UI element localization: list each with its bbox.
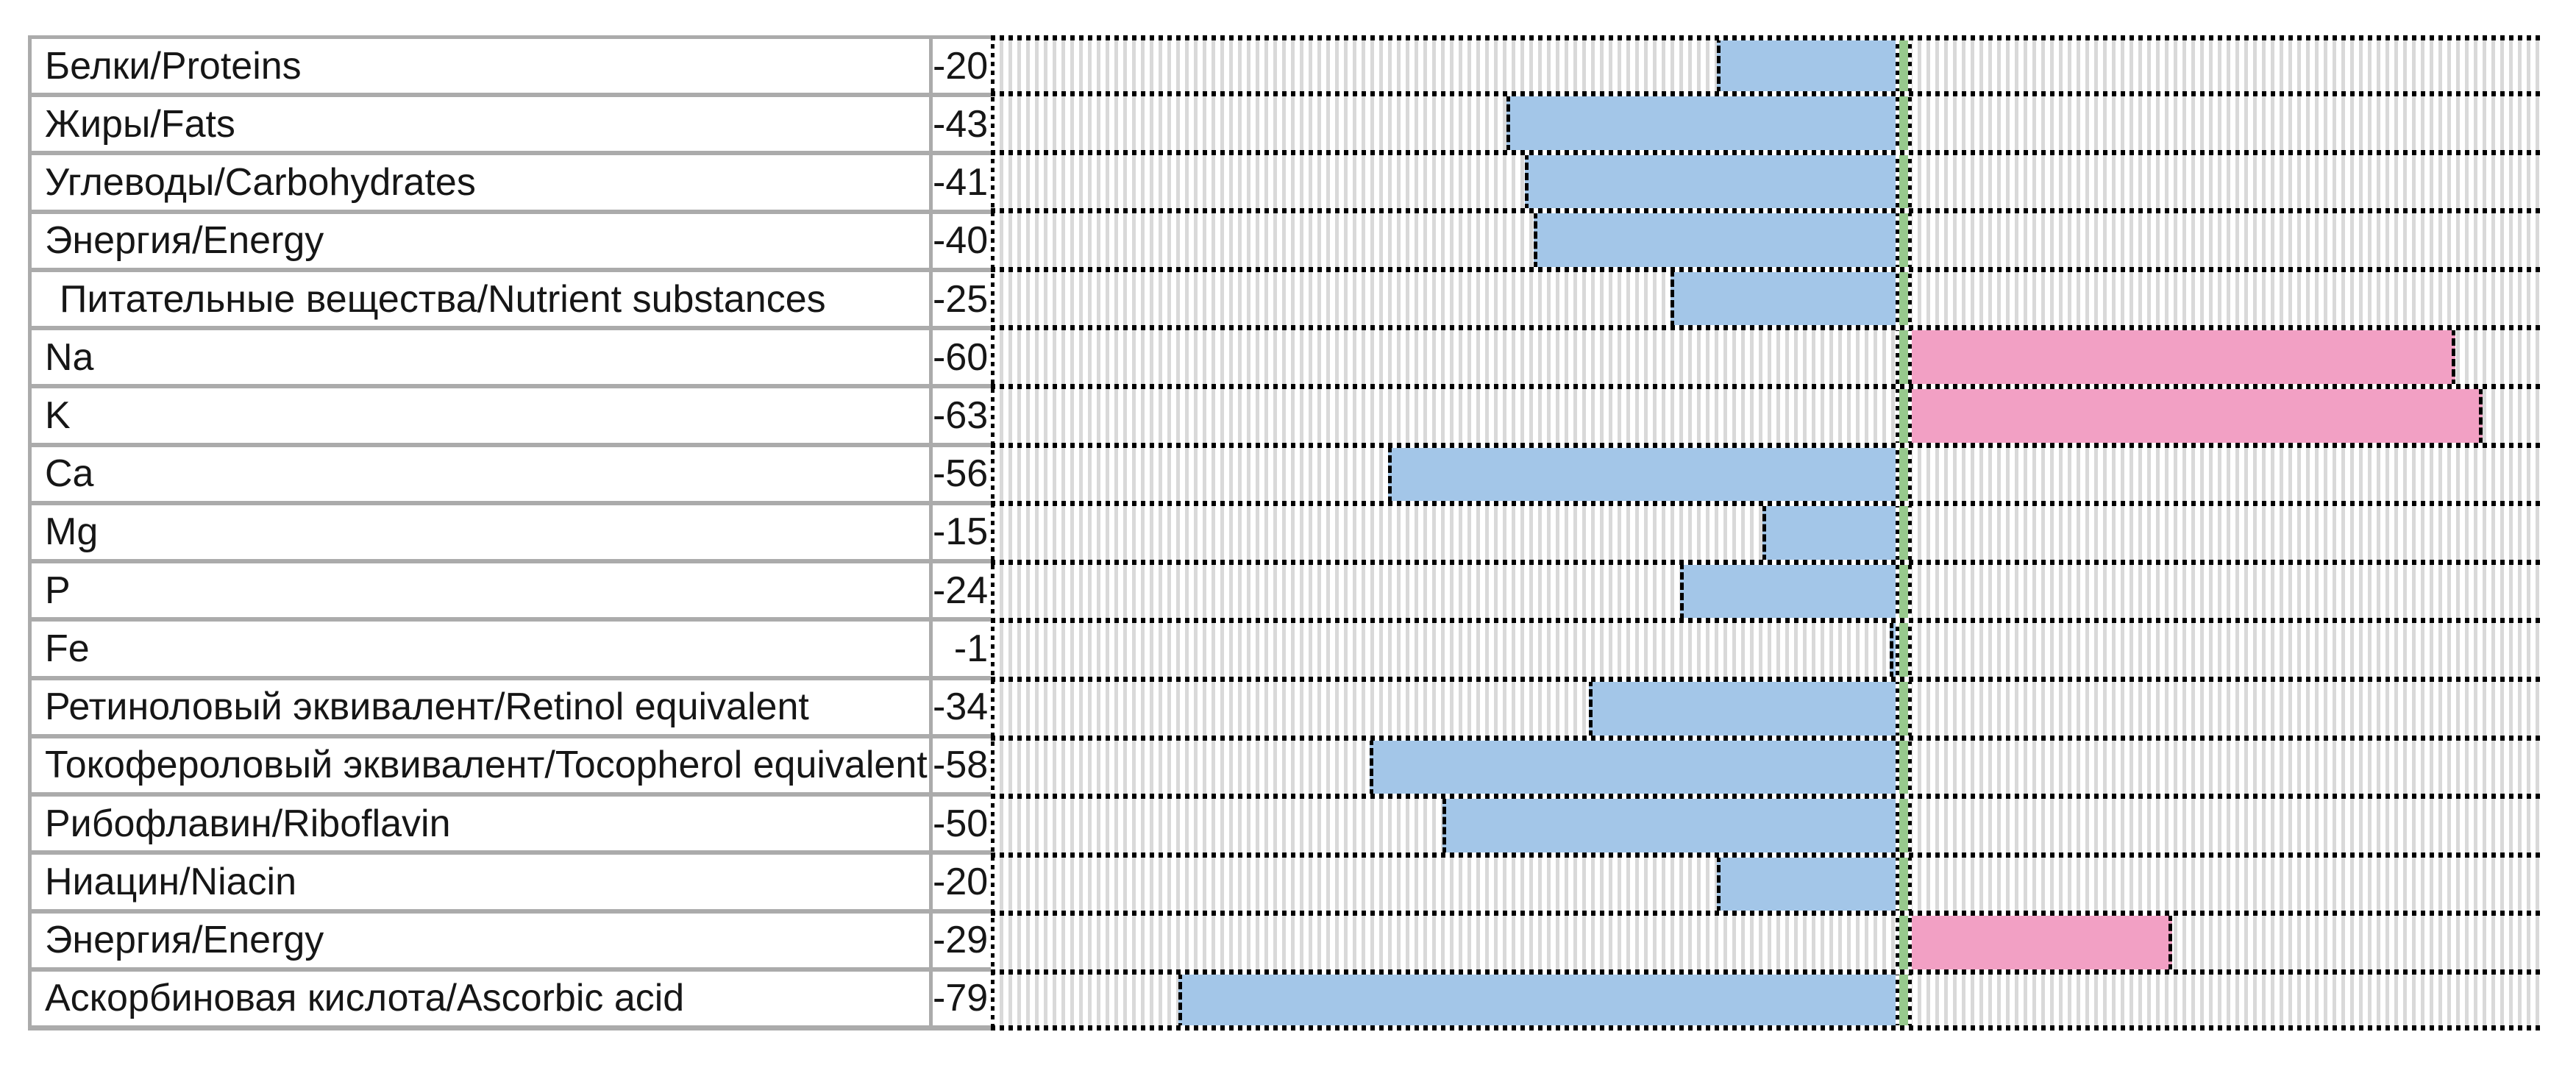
row-separator (991, 911, 2542, 916)
row-label: Ca (32, 446, 929, 501)
row-label: Питательные вещества/Nutrient substances (32, 271, 929, 327)
table-row: Белки/Proteins -20 (32, 39, 995, 93)
positive-data-bar (1911, 386, 2483, 446)
negative-data-bar (1588, 679, 1896, 738)
row-separator (991, 794, 2542, 800)
row-value: -29 (933, 913, 995, 967)
row-value: -56 (933, 446, 995, 501)
table-row: Углеводы/Carbohydrates -41 (32, 155, 995, 210)
row-separator (991, 852, 2542, 858)
row-label: Энергия/Energy (32, 213, 929, 268)
row-label: Ретиноловый эквивалент/Retinol equivalen… (32, 680, 929, 734)
positive-data-bar (1911, 913, 2173, 972)
table-row: Fe -1 (32, 622, 995, 676)
row-label: Mg (32, 505, 929, 560)
row-value: -79 (933, 971, 995, 1025)
negative-data-bar (1524, 152, 1896, 211)
table-row: Mg -15 (32, 505, 995, 560)
row-value: -24 (933, 563, 995, 618)
negative-data-bar (1370, 738, 1896, 797)
row-value: -63 (933, 388, 995, 443)
row-separator (991, 91, 2542, 97)
chart-area (991, 35, 2542, 1030)
row-value: -40 (933, 213, 995, 268)
axis-dash-left (1895, 35, 1899, 1030)
row-label: Углеводы/Carbohydrates (32, 155, 929, 210)
row-separator (991, 1025, 2542, 1030)
row-value: -43 (933, 97, 995, 152)
row-label: Ниацин/Niacin (32, 855, 929, 909)
row-separator (991, 208, 2542, 214)
table-row: Аскорбиновая кислота/Ascorbic acid -79 (32, 971, 995, 1025)
negative-data-bar (1716, 855, 1896, 914)
row-value: -20 (933, 855, 995, 909)
row-value: -58 (933, 738, 995, 793)
table-row: Питательные вещества/Nutrient substances… (32, 271, 995, 327)
row-separator (991, 676, 2542, 682)
row-value: -60 (933, 330, 995, 385)
row-label: Токофероловый эквивалент/Tocopherol equi… (32, 738, 929, 793)
row-value: -20 (933, 39, 995, 93)
row-separator (991, 35, 2542, 40)
table-row: Ниацин/Niacin -20 (32, 855, 995, 909)
row-value: -1 (933, 622, 995, 676)
table-row: Энергия/Energy -40 (32, 213, 995, 268)
negative-data-bar (1178, 972, 1896, 1030)
negative-data-bar (1716, 35, 1896, 94)
row-separator (991, 325, 2542, 331)
row-separator (991, 618, 2542, 624)
row-separator (991, 735, 2542, 741)
positive-data-bar (1911, 327, 2455, 387)
negative-data-bar (1890, 620, 1896, 680)
label-value-table: Белки/Proteins -20 Жиры/Fats -43 Углеводы/Ca… (28, 35, 995, 1030)
row-label: Na (32, 330, 929, 385)
row-value: -15 (933, 505, 995, 560)
row-separator (991, 384, 2542, 390)
negative-data-bar (1506, 93, 1896, 153)
zero-axis-line (1895, 35, 1912, 1030)
row-separator (991, 149, 2542, 155)
row-separator (991, 501, 2542, 507)
row-label: Рибофлавин/Riboflavin (32, 797, 929, 851)
table-row: P -24 (32, 563, 995, 618)
row-value: -50 (933, 797, 995, 851)
row-separator (991, 442, 2542, 448)
table-row: Na -60 (32, 330, 995, 385)
negative-data-bar (1671, 269, 1896, 328)
row-value: -34 (933, 680, 995, 734)
table-row: Ca -56 (32, 446, 995, 501)
table-row: Токофероловый эквивалент/Tocopherol equi… (32, 738, 995, 793)
axis-green-band (1899, 35, 1908, 1030)
row-label: Fe (32, 622, 929, 676)
chart-left-dashed-border (991, 35, 995, 1030)
negative-data-bar (1442, 796, 1896, 855)
table-row: Рибофлавин/Riboflavin -50 (32, 797, 995, 851)
negative-data-bar (1679, 562, 1896, 621)
row-value: -25 (933, 271, 995, 327)
row-label: Энергия/Energy (32, 913, 929, 967)
axis-dash-right (1907, 35, 1912, 1030)
table-row: Энергия/Energy -29 (32, 913, 995, 967)
negative-data-bar (1534, 210, 1896, 270)
table-row: Жиры/Fats -43 (32, 97, 995, 152)
row-label: Аскорбиновая кислота/Ascorbic acid (32, 971, 929, 1025)
table-row: K -63 (32, 388, 995, 443)
row-separator (991, 969, 2542, 975)
row-label: P (32, 563, 929, 618)
row-label: Белки/Proteins (32, 39, 929, 93)
negative-data-bar (1762, 503, 1896, 563)
row-separator (991, 266, 2542, 272)
row-label: K (32, 388, 929, 443)
negative-data-bar (1387, 445, 1896, 504)
row-value: -41 (933, 155, 995, 210)
row-separator (991, 559, 2542, 565)
row-label: Жиры/Fats (32, 97, 929, 152)
table-row: Ретиноловый эквивалент/Retinol equivalen… (32, 680, 995, 734)
